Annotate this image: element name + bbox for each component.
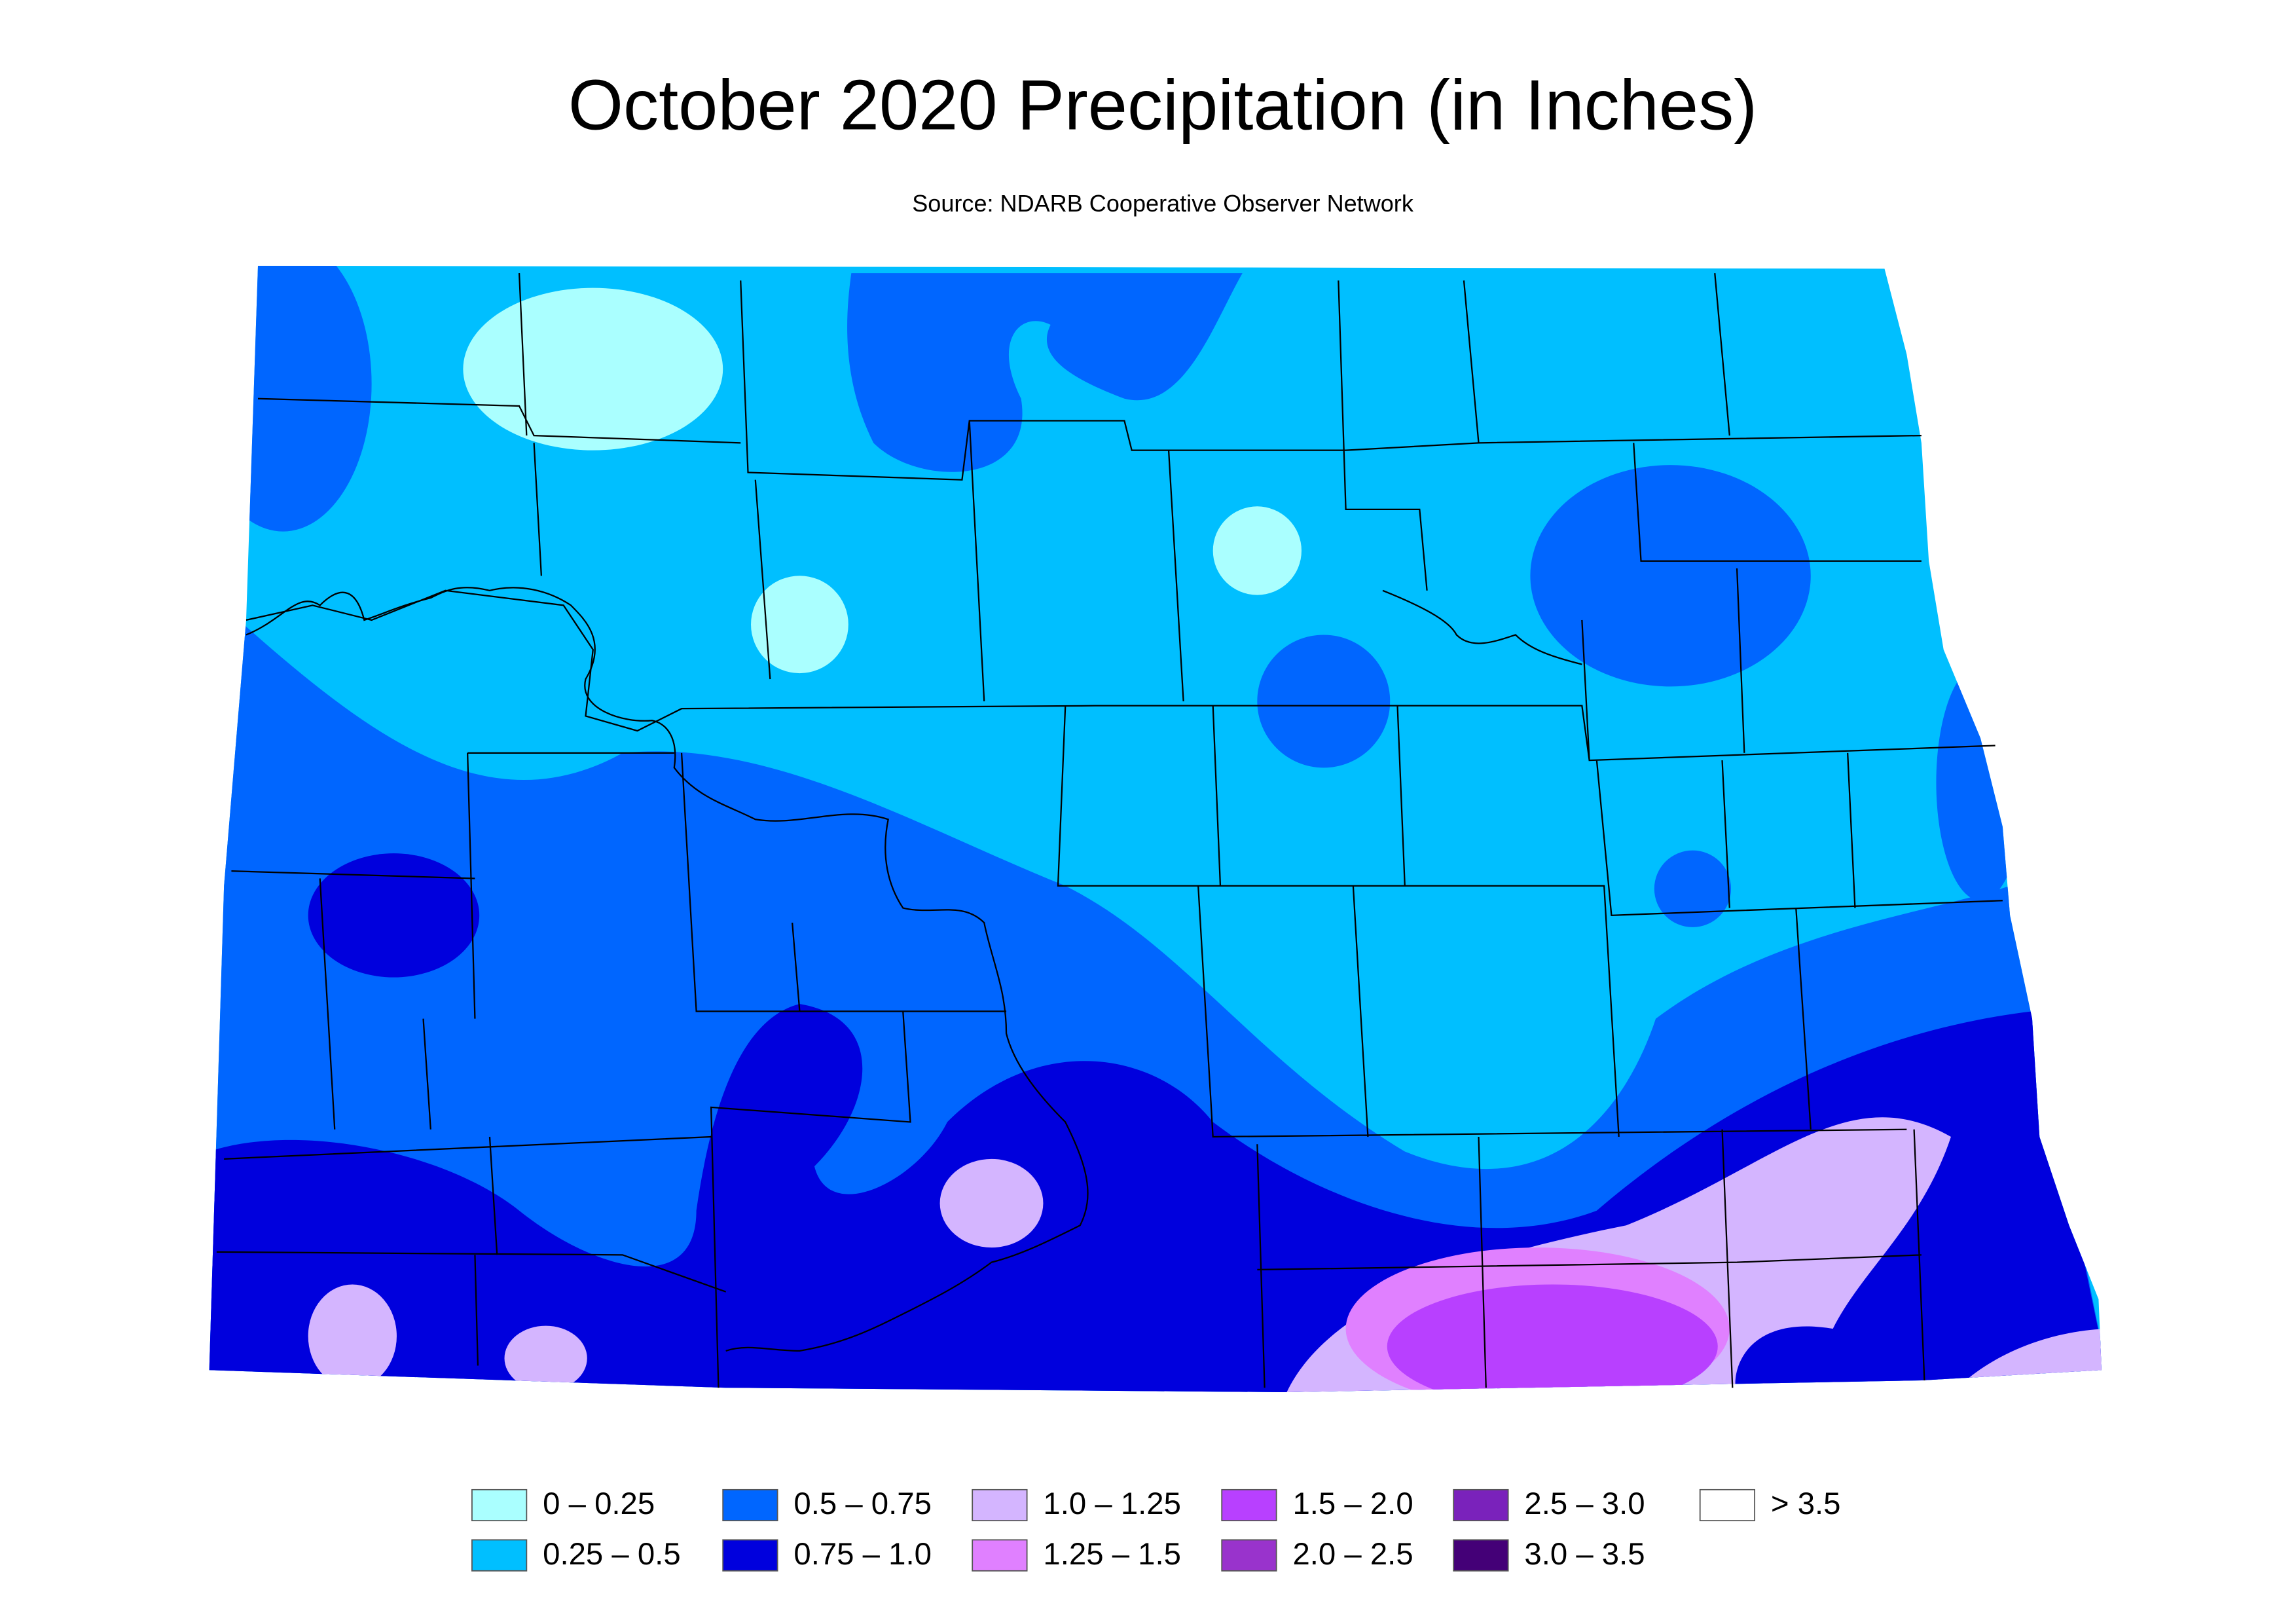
legend-swatch (1221, 1488, 1277, 1522)
zone (463, 287, 723, 451)
zone (1654, 850, 1732, 927)
precip-zones (209, 265, 2102, 1393)
zone (1257, 635, 1391, 768)
zone (1387, 1284, 1718, 1393)
legend-label: 0 – 0.25 (543, 1486, 655, 1521)
legend-label: 2.0 – 2.5 (1292, 1537, 1413, 1572)
legend-swatch (1453, 1539, 1509, 1572)
legend: 0 – 0.25 0.25 – 0.5 0.5 – 0.75 0.75 – 1.0 1.… (471, 1486, 1841, 1572)
legend-label: 0.75 – 1.0 (793, 1537, 932, 1572)
zone (1936, 664, 2025, 901)
legend-label: 0.25 – 0.5 (543, 1537, 681, 1572)
legend-swatch (972, 1539, 1028, 1572)
zone (847, 273, 1243, 472)
legend-swatch (471, 1488, 528, 1522)
zone (504, 1325, 587, 1391)
legend-label: 1.25 – 1.5 (1043, 1537, 1181, 1572)
zone (939, 1158, 1044, 1248)
legend-swatch (972, 1488, 1028, 1522)
legend-label: 1.5 – 2.0 (1292, 1486, 1413, 1521)
legend-swatch (1221, 1539, 1277, 1572)
legend-swatch (1453, 1488, 1509, 1522)
legend-swatch (471, 1539, 528, 1572)
county-lines (216, 272, 2003, 1388)
legend-swatch (722, 1539, 778, 1572)
zone (209, 265, 372, 532)
zone (308, 853, 480, 978)
zone (308, 1284, 397, 1388)
legend-label: > 3.5 (1771, 1486, 1841, 1521)
legend-swatch (1699, 1488, 1756, 1522)
legend-swatch (722, 1488, 778, 1522)
zone (1530, 465, 1811, 687)
legend-label: 2.5 – 3.0 (1524, 1486, 1645, 1521)
zone (751, 576, 848, 674)
legend-label: 1.0 – 1.25 (1043, 1486, 1181, 1521)
legend-label: 3.0 – 3.5 (1524, 1537, 1645, 1572)
legend-label: 0.5 – 0.75 (793, 1486, 932, 1521)
map-title: October 2020 Precipitation (in Inches) (568, 65, 1757, 145)
zone (1212, 506, 1302, 595)
map-subtitle: Source: NDARB Cooperative Observer Netwo… (912, 190, 1414, 217)
